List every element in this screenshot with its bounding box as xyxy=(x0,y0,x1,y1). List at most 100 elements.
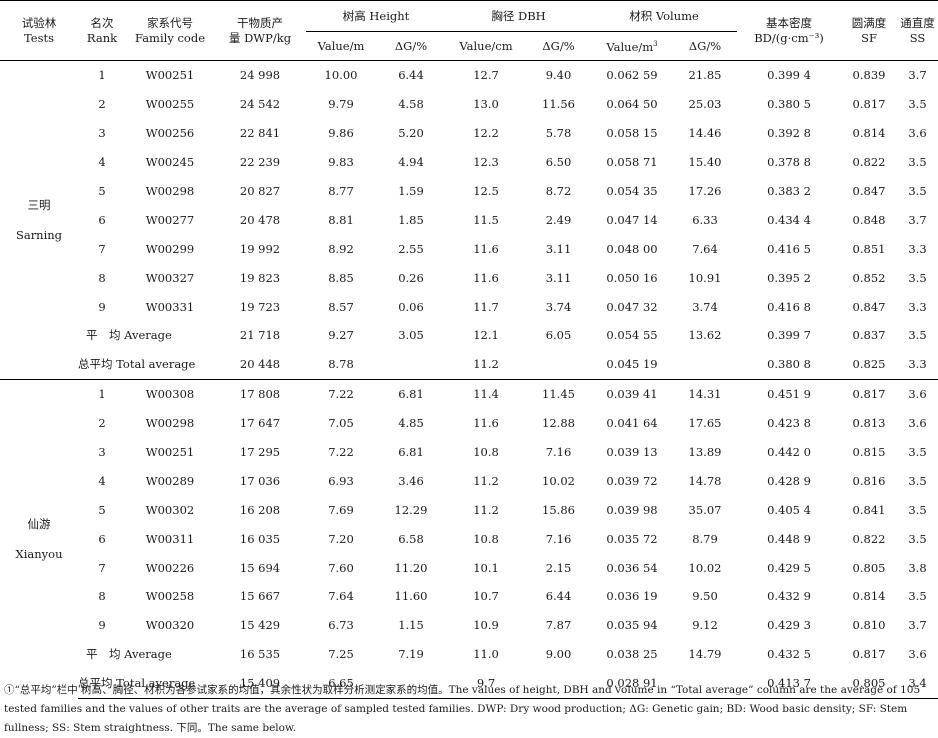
volume-gain-cell: 14.31 xyxy=(673,378,738,409)
col-bd-en: BD/(g·cm⁻³) xyxy=(754,30,824,45)
sf-cell: 0.837 xyxy=(852,328,886,343)
dbh-value-cell: 11.5 xyxy=(473,212,499,227)
dbh-value-cell: 9.7 xyxy=(446,668,526,699)
volume-gain-cell: 10.02 xyxy=(688,560,722,575)
height-value-cell: 9.79 xyxy=(328,97,354,112)
dwp-cell: 16 535 xyxy=(239,647,281,662)
col-tests-en: Tests xyxy=(23,30,54,45)
bd-cell: 0.392 8 xyxy=(767,126,811,141)
dbh-value-cell: 12.2 xyxy=(473,126,499,141)
bd-cell: 0.434 4 xyxy=(767,212,811,227)
col-dbh-gain: ΔG/% xyxy=(526,31,592,61)
site-name-cell: 仙游 Xianyou xyxy=(0,378,78,699)
col-volume-value: Value/m3 xyxy=(591,31,674,61)
col-bd-cn: 基本密度 xyxy=(766,15,813,30)
volume-gain-cell xyxy=(673,668,738,699)
table-row: 2 W00298 17 647 7.05 4.85 11.6 12.88 0.041 64 17… xyxy=(0,409,938,438)
height-value-cell: 8.57 xyxy=(328,299,354,314)
dwp-cell: 19 723 xyxy=(239,299,281,314)
sf-cell: 0.810 xyxy=(852,618,886,633)
volume-gain-cell xyxy=(673,350,737,379)
total-average-row: 总平均 Total average 15 409 6.65 9.7 0.028 91 0.… xyxy=(0,668,938,699)
dwp-cell: 19 992 xyxy=(239,241,281,256)
height-value-cell: 6.65 xyxy=(306,668,376,699)
dbh-gain-cell: 5.78 xyxy=(545,126,572,141)
table-row: 4 W00245 22 239 9.83 4.94 12.3 6.50 0.058 71 15.… xyxy=(0,148,938,177)
col-volume-value-text: Value/m xyxy=(606,40,654,54)
dbh-value-cell: 10.7 xyxy=(473,589,499,604)
dwp-cell: 22 841 xyxy=(239,126,281,141)
height-gain-cell: 12.29 xyxy=(394,502,428,517)
ss-cell: 3.3 xyxy=(908,299,927,314)
sf-cell: 0.813 xyxy=(852,416,886,431)
dwp-cell: 15 429 xyxy=(239,618,281,633)
family-code-cell: W00327 xyxy=(145,270,195,285)
volume-value-cell: 0.045 19 xyxy=(606,357,658,372)
col-dwp: 干物质产量 DWP/kg xyxy=(214,0,306,61)
dbh-value-cell: 11.6 xyxy=(473,241,499,256)
dbh-gain-cell: 7.16 xyxy=(545,445,572,460)
col-rank-cn: 名次 xyxy=(90,15,114,30)
sf-cell: 0.814 xyxy=(852,126,886,141)
table-footnote: ①“总平均”栏中 树高、胸径、材积为各参试家系的均值，其余性状为取样分析测定家系… xyxy=(4,684,921,734)
bd-cell: 0.378 8 xyxy=(767,155,811,170)
volume-gain-cell: 17.65 xyxy=(688,416,722,431)
bd-cell: 0.432 9 xyxy=(767,589,811,604)
dwp-cell: 15 409 xyxy=(214,668,306,699)
col-dbh-value: Value/cm xyxy=(446,31,526,61)
height-value-cell: 7.60 xyxy=(328,560,354,575)
sf-cell: 0.841 xyxy=(852,502,886,517)
family-code-cell: W00298 xyxy=(145,416,195,431)
volume-gain-cell: 25.03 xyxy=(688,97,722,112)
volume-gain-cell: 3.74 xyxy=(692,299,718,314)
volume-value-cell: 0.058 15 xyxy=(606,126,658,141)
bd-cell: 0.423 8 xyxy=(767,416,811,431)
ss-cell: 3.5 xyxy=(908,531,927,546)
volume-value-cell: 0.036 54 xyxy=(606,560,658,575)
breeding-results-table: 试验林 Tests 名次 Rank 家系代号 Family code 干物质产量 DW… xyxy=(0,0,938,699)
dbh-value-cell: 12.3 xyxy=(473,155,499,170)
dwp-cell: 17 808 xyxy=(214,378,306,409)
rank-cell: 2 xyxy=(98,416,106,431)
height-gain-cell: 3.46 xyxy=(398,473,424,488)
dbh-gain-cell: 7.16 xyxy=(545,531,572,546)
sf-cell: 0.805 xyxy=(841,668,898,699)
volume-value-cell: 0.054 35 xyxy=(606,184,658,198)
volume-value-cell: 0.035 94 xyxy=(606,618,658,633)
col-dbh: 胸径 DBH xyxy=(446,0,592,32)
height-gain-cell: 0.26 xyxy=(398,270,424,285)
sf-cell: 0.822 xyxy=(852,155,886,170)
col-height-value: Value/m xyxy=(306,31,376,61)
dbh-gain-cell: 12.88 xyxy=(542,416,575,431)
bd-cell: 0.429 3 xyxy=(767,618,811,633)
bd-cell: 0.399 4 xyxy=(737,59,842,90)
average-row: 平 均 Average 21 718 9.27 3.05 12.1 6.05 0.054 5… xyxy=(0,321,938,350)
rank-cell: 6 xyxy=(98,531,106,546)
dbh-gain-cell: 2.15 xyxy=(545,560,572,575)
dbh-gain-cell: 2.49 xyxy=(545,212,572,227)
site-name-en: Sarning xyxy=(15,227,63,242)
bd-cell: 0.432 5 xyxy=(767,647,811,662)
sf-cell: 0.815 xyxy=(852,445,886,460)
height-value-cell: 8.77 xyxy=(328,184,354,198)
volume-value-cell: 0.054 55 xyxy=(606,328,658,343)
total-average-label: 总平均 Total average xyxy=(78,668,214,699)
height-gain-cell: 7.19 xyxy=(398,647,424,662)
col-height-gain: ΔG/% xyxy=(376,31,446,61)
bd-cell: 0.413 7 xyxy=(737,668,842,699)
height-gain-cell: 5.20 xyxy=(398,126,424,141)
col-tests-cn: 试验林 xyxy=(21,15,57,30)
col-ss-en: SS xyxy=(909,30,926,45)
family-code-cell: W00255 xyxy=(145,97,195,112)
col-dwp-en: 量 DWP/kg xyxy=(228,30,292,45)
rank-cell: 7 xyxy=(98,560,106,575)
height-gain-cell: 1.85 xyxy=(398,212,424,227)
dbh-value-cell: 11.2 xyxy=(473,502,499,517)
height-value-cell: 8.85 xyxy=(328,270,354,285)
site-name-en: Xianyou xyxy=(15,546,63,561)
average-row: 平 均 Average 16 535 7.25 7.19 11.0 9.00 0.038 2… xyxy=(0,640,938,669)
sf-cell: 0.847 xyxy=(852,184,886,198)
volume-value-cell: 0.041 64 xyxy=(606,416,658,431)
volume-value-cell: 0.038 25 xyxy=(606,647,658,662)
